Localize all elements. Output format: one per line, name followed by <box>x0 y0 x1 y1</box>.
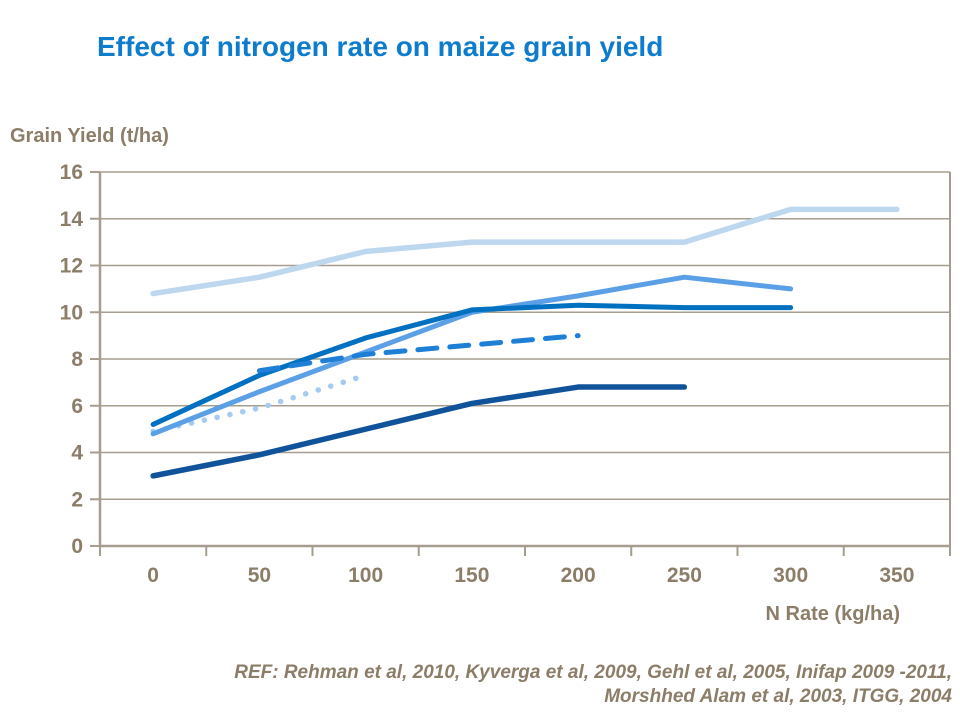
x-axis-title: N Rate (kg/ha) <box>765 603 900 625</box>
y-tick-label: 12 <box>60 255 83 278</box>
series-line-navy-solid <box>150 384 688 479</box>
series-line-bright-blue-dashed <box>256 333 581 374</box>
y-tick-label: 16 <box>60 161 83 184</box>
y-axis-title: Grain Yield (t/ha) <box>10 125 169 147</box>
y-tick-label: 14 <box>60 208 84 231</box>
x-tick-label: 50 <box>248 564 271 587</box>
x-tick-label: 350 <box>879 564 914 587</box>
series-line-medium-blue-solid <box>150 274 794 437</box>
x-tick-label: 100 <box>348 564 383 587</box>
reference-line-2: Morshhed Alam et al, 2003, ITGG, 2004 <box>604 685 952 707</box>
series-line-pale-blue-dotted <box>150 372 369 435</box>
x-tick-label: 250 <box>667 564 702 587</box>
page-title: Effect of nitrogen rate on maize grain y… <box>97 31 664 62</box>
y-tick-label: 10 <box>60 301 83 324</box>
x-tick-label: 200 <box>561 564 596 587</box>
series-line-dark-blue-solid <box>150 302 794 427</box>
x-tick-label: 0 <box>147 564 159 587</box>
y-tick-label: 6 <box>71 395 83 418</box>
reference-line-1: REF: Rehman et al, 2010, Kyverga et al, … <box>234 662 952 683</box>
x-tick-label: 300 <box>773 564 808 587</box>
series-line-pale-blue-solid <box>150 206 900 297</box>
y-tick-label: 4 <box>71 442 83 465</box>
y-tick-label: 0 <box>71 535 83 558</box>
y-tick-label: 8 <box>71 348 83 371</box>
reference-citation: REF: Rehman et al, 2010, Kyverga et al, … <box>92 661 952 709</box>
y-tick-label: 2 <box>71 488 83 511</box>
x-tick-label: 150 <box>454 564 489 587</box>
